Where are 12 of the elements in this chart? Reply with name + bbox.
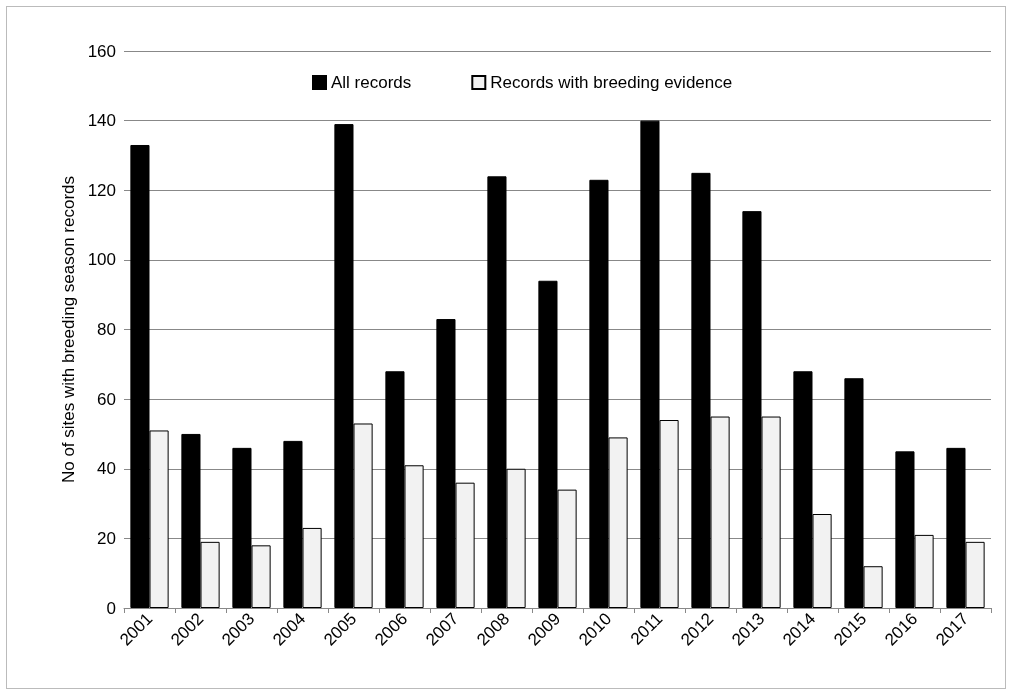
y-tick-label: 0 xyxy=(106,598,116,618)
y-axis-title: No of sites with breeding season records xyxy=(58,175,78,484)
y-tick-label: 60 xyxy=(97,389,116,409)
y-tick-label: 100 xyxy=(87,250,116,270)
y-tick-label: 120 xyxy=(87,180,116,200)
y-tick-label: 40 xyxy=(97,459,116,479)
legend-label: All records xyxy=(331,73,412,92)
legend-label: Records with breeding evidence xyxy=(490,73,733,92)
y-tick-label: 20 xyxy=(97,528,116,548)
y-tick-label: 80 xyxy=(97,320,116,339)
y-tick-label: 140 xyxy=(87,111,116,131)
y-tick-label: 160 xyxy=(87,41,116,61)
